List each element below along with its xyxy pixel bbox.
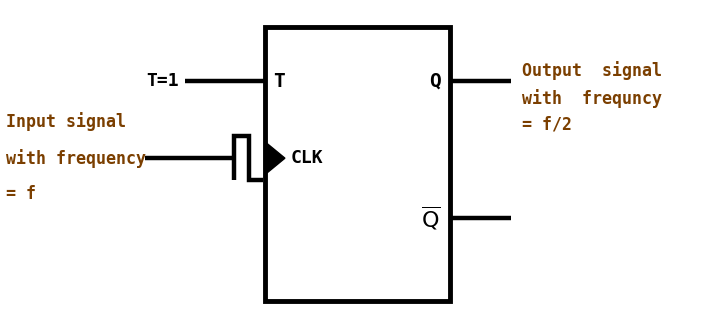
Text: T: T bbox=[273, 72, 285, 91]
Text: with frequency: with frequency bbox=[6, 149, 146, 168]
Text: Output  signal
with  frequncy
= f/2: Output signal with frequncy = f/2 bbox=[522, 61, 662, 133]
Text: T=1: T=1 bbox=[146, 72, 179, 91]
Bar bbox=[265, 27, 450, 301]
Text: $\overline{\mathrm{Q}}$: $\overline{\mathrm{Q}}$ bbox=[421, 205, 441, 232]
Text: Q: Q bbox=[429, 72, 441, 91]
Text: Input signal: Input signal bbox=[6, 113, 126, 132]
Polygon shape bbox=[265, 142, 285, 175]
Text: CLK: CLK bbox=[291, 149, 323, 167]
Text: = f: = f bbox=[6, 185, 36, 203]
